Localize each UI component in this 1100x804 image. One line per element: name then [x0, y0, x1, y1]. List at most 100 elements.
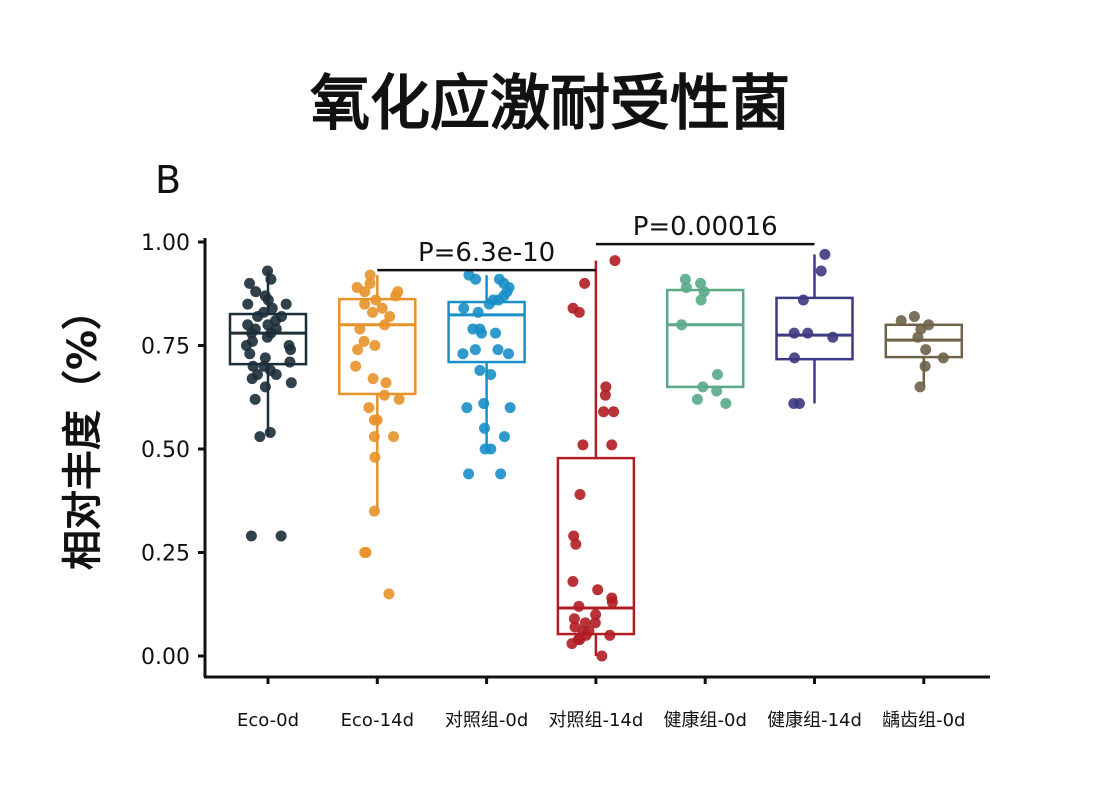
- data-point: [363, 402, 375, 414]
- data-point: [461, 402, 473, 414]
- data-point: [371, 414, 383, 426]
- data-point: [266, 302, 278, 314]
- data-point: [262, 265, 274, 277]
- data-point: [698, 286, 710, 298]
- data-point: [566, 638, 578, 650]
- data-point: [469, 344, 481, 356]
- data-point: [284, 356, 296, 368]
- data-point: [697, 381, 709, 393]
- data-point: [467, 323, 479, 335]
- data-point: [598, 406, 610, 418]
- data-point: [246, 373, 258, 385]
- data-point: [352, 344, 364, 356]
- data-point: [815, 265, 827, 277]
- data-point: [819, 248, 831, 260]
- x-tick-label: Eco-0d: [237, 710, 299, 731]
- y-axis-label: 相对丰度（%）: [60, 290, 106, 570]
- data-point: [246, 327, 258, 339]
- data-point: [695, 294, 707, 306]
- data-point: [827, 331, 839, 343]
- data-point: [388, 431, 400, 443]
- data-point: [265, 273, 277, 285]
- data-point: [479, 443, 491, 455]
- data-point: [270, 368, 282, 380]
- data-point: [249, 393, 261, 405]
- data-point: [264, 426, 276, 438]
- data-point: [474, 364, 486, 376]
- data-point: [380, 377, 392, 389]
- box-iqr: [665, 288, 745, 389]
- data-point: [244, 277, 256, 289]
- data-point: [608, 406, 620, 418]
- y-tick-label: 0.25: [141, 542, 190, 567]
- data-point: [368, 431, 380, 443]
- data-point: [359, 298, 371, 310]
- data-point: [498, 431, 510, 443]
- x-tick-label: 龋齿组-0d: [882, 710, 965, 731]
- data-point: [912, 331, 924, 343]
- data-point: [390, 290, 402, 302]
- data-point: [579, 617, 591, 629]
- data-point: [359, 286, 371, 298]
- data-point: [788, 327, 800, 339]
- data-point: [914, 381, 926, 393]
- x-tick-label: 健康组-14d: [767, 710, 862, 731]
- y-tick-label: 0.75: [141, 335, 190, 360]
- data-point: [567, 575, 579, 587]
- p-value-label: P=6.3e-10: [418, 238, 555, 268]
- data-point: [259, 352, 271, 364]
- data-point: [378, 389, 390, 401]
- data-point: [600, 381, 612, 393]
- data-point: [606, 596, 618, 608]
- data-point: [367, 306, 379, 318]
- panel-label: B: [155, 158, 181, 202]
- data-point: [577, 439, 589, 451]
- data-point: [606, 439, 618, 451]
- data-point: [242, 298, 254, 310]
- data-point: [492, 344, 504, 356]
- data-point: [592, 584, 604, 596]
- data-point: [364, 269, 376, 281]
- data-point: [384, 311, 396, 323]
- data-point: [711, 385, 723, 397]
- data-point: [376, 302, 388, 314]
- data-point: [379, 319, 391, 331]
- data-point: [370, 294, 382, 306]
- data-point: [485, 368, 497, 380]
- x-tick-label: 对照组-14d: [548, 710, 643, 731]
- data-point: [364, 277, 376, 289]
- data-point: [275, 530, 287, 542]
- data-point: [895, 315, 907, 327]
- data-point: [245, 530, 257, 542]
- x-tick-label: Eco-14d: [341, 710, 414, 731]
- data-point: [788, 352, 800, 364]
- y-tick-label: 1.00: [141, 231, 190, 256]
- data-point: [574, 489, 586, 501]
- data-point: [589, 617, 601, 629]
- data-point: [393, 393, 405, 405]
- data-point: [609, 255, 621, 267]
- data-point: [604, 629, 616, 641]
- data-point: [680, 282, 692, 294]
- data-point: [599, 389, 611, 401]
- data-point: [383, 588, 395, 600]
- data-point: [472, 306, 484, 318]
- data-point: [285, 377, 297, 389]
- data-point: [937, 352, 949, 364]
- data-point: [463, 468, 475, 480]
- box-iqr: [556, 456, 636, 636]
- data-point: [490, 327, 502, 339]
- data-point: [280, 298, 292, 310]
- data-point: [478, 397, 490, 409]
- data-point: [579, 277, 591, 289]
- data-point: [457, 348, 469, 360]
- data-point: [240, 340, 252, 351]
- data-point: [802, 327, 814, 339]
- data-point: [573, 600, 585, 612]
- data-point: [252, 311, 264, 323]
- data-point: [367, 373, 379, 385]
- data-point: [720, 397, 732, 409]
- data-point: [504, 402, 516, 414]
- data-point: [920, 344, 932, 356]
